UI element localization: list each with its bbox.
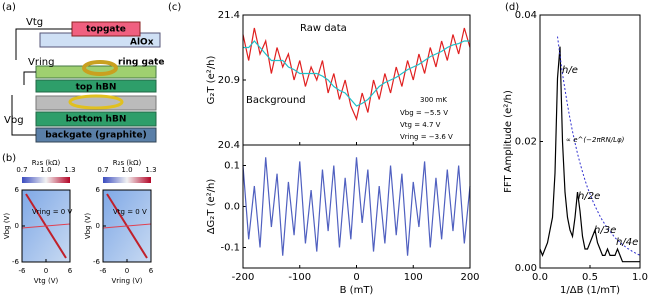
- annotation: 300 mK: [420, 96, 447, 104]
- graphene-ring: [68, 94, 124, 110]
- x-tick-label: -6: [100, 267, 108, 275]
- y-tick-label: -0.1: [220, 243, 240, 254]
- x-axis-label: Vtg (V): [34, 277, 59, 285]
- x-tick-label: 6: [149, 267, 154, 275]
- colorbar-tick-label: 0.7: [97, 166, 108, 174]
- y-axis-label: Vbg (V): [3, 213, 11, 239]
- x-tick-label: -6: [19, 267, 27, 275]
- device-schematic: topgate AlOx ring gate top hBN bottom hB…: [4, 17, 164, 143]
- layer-label: AlOx: [130, 38, 154, 48]
- legend-entry: Background: [246, 95, 306, 106]
- y-tick-label: 20.9: [218, 75, 240, 86]
- y-tick-label: -6: [93, 258, 101, 266]
- colorbar-label: R₂s (kΩ): [32, 159, 61, 167]
- colorbar-tick-label: 0.7: [16, 166, 27, 174]
- y-tick-label: 0.04: [515, 10, 537, 21]
- y-tick-label: 20.4: [218, 140, 240, 151]
- y-axis-label: ΔG₂T (e²/h): [206, 179, 217, 235]
- y-tick-label: -6: [12, 258, 20, 266]
- annotation: h/2e: [578, 191, 600, 202]
- plot-frame: [242, 144, 471, 269]
- plot-frame: [21, 189, 71, 263]
- y-tick-label: 0.02: [515, 137, 537, 148]
- y-tick-label: 0.0: [224, 202, 240, 213]
- panel-label: (d): [505, 2, 519, 13]
- annotation: h/3e: [594, 225, 616, 236]
- y-tick-label: 0: [96, 222, 100, 230]
- x-axis-label: Vring (V): [112, 277, 143, 285]
- panel-label: (c): [168, 2, 181, 13]
- colorbar-tick-label: 1.3: [64, 166, 75, 174]
- layer-label: top hBN: [76, 83, 117, 93]
- y-tick-label: 6: [96, 186, 101, 194]
- x-axis-label: B (mT): [340, 285, 374, 296]
- layer-label: bottom hBN: [66, 115, 127, 125]
- annotation: Vring = −3.6 V: [400, 133, 453, 141]
- data-line: [243, 40, 470, 107]
- data-line: [557, 36, 641, 256]
- layer-label: topgate: [86, 25, 126, 35]
- y-tick-label: 6: [15, 186, 20, 194]
- y-axis-label: FFT Amplitude (e²/h): [503, 90, 514, 193]
- x-tick-label: 0: [353, 272, 359, 283]
- data-line: [539, 46, 640, 263]
- colorbar: [22, 177, 70, 183]
- x-tick-label: 6: [68, 267, 73, 275]
- layer-label: ring gate: [118, 58, 164, 68]
- y-axis-label: Vbg (V): [84, 213, 92, 239]
- x-tick-label: -200: [232, 272, 255, 283]
- x-tick-label: -100: [288, 272, 311, 283]
- colorbar-tick-label: 1.0: [121, 166, 132, 174]
- gate-label: Vtg: [26, 17, 43, 28]
- annotation: ∝ e^(−2πRN/Lφ): [566, 136, 625, 144]
- heatmap-feature: [21, 223, 71, 229]
- top-hbn-layer: [35, 79, 157, 93]
- colorbar-tick-label: 1.0: [40, 166, 51, 174]
- plot-frame: [102, 189, 152, 263]
- y-tick-label: 21.4: [218, 10, 240, 21]
- y-axis-label: G₂T (e²/h): [206, 56, 217, 105]
- colorbar: [103, 177, 151, 183]
- wire: [11, 28, 72, 136]
- x-tick-label: 0: [125, 267, 129, 275]
- x-tick-label: 100: [404, 272, 423, 283]
- y-tick-label: 0: [15, 222, 19, 230]
- annotation: Vbg = −5.5 V: [400, 109, 448, 117]
- y-tick-label: 0.1: [224, 161, 240, 172]
- layer-label: backgate (graphite): [45, 131, 146, 141]
- gate-label: Vbg: [4, 115, 24, 126]
- heatmap-feature: [102, 223, 152, 229]
- panel-label: (a): [2, 2, 16, 13]
- annotation: Vring = 0 V: [32, 208, 72, 216]
- x-tick-label: 1.0: [632, 272, 648, 283]
- gate-label: Vring: [28, 57, 54, 68]
- annotation: h/4e: [616, 237, 638, 248]
- y-tick-label: 0.00: [515, 263, 537, 274]
- bottom-hbn-layer: [35, 111, 157, 127]
- colorbar-tick-label: 1.3: [145, 166, 156, 174]
- plot-frame: [539, 14, 641, 269]
- data-line: [242, 157, 471, 256]
- annotation: Vtg = 4.7 V: [400, 121, 441, 129]
- x-axis-label: 1/ΔB (1/mT): [560, 285, 620, 296]
- x-tick-label: 0.0: [532, 272, 548, 283]
- x-tick-label: 0: [44, 267, 48, 275]
- x-tick-label: 0.5: [582, 272, 598, 283]
- annotation: Vtg = 0 V: [113, 208, 147, 216]
- legend-entry: Raw data: [300, 23, 347, 34]
- annotation: h/e: [562, 65, 578, 76]
- colorbar-label: R₂s (kΩ): [113, 159, 142, 167]
- panel-label: (b): [2, 153, 16, 164]
- x-tick-label: 200: [460, 272, 479, 283]
- ring-gate: [82, 60, 118, 76]
